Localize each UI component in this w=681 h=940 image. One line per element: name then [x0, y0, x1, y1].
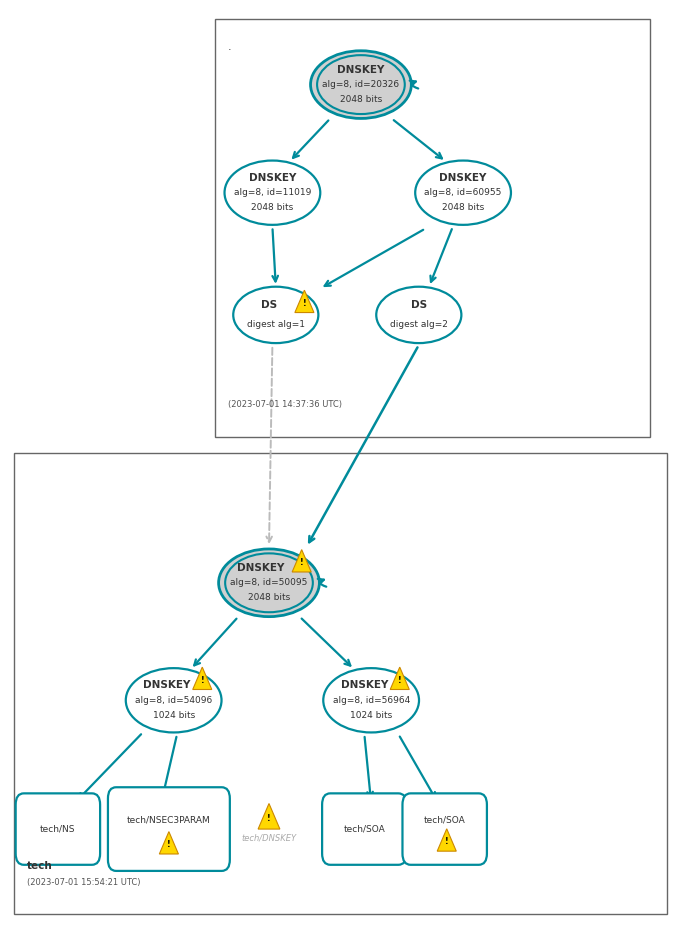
Text: 1024 bits: 1024 bits	[153, 711, 195, 720]
FancyBboxPatch shape	[322, 793, 407, 865]
Text: 2048 bits: 2048 bits	[442, 203, 484, 212]
Text: DNSKEY: DNSKEY	[337, 65, 385, 74]
Ellipse shape	[323, 668, 419, 732]
Polygon shape	[437, 829, 456, 852]
Text: DNSKEY: DNSKEY	[439, 173, 487, 182]
Ellipse shape	[126, 668, 221, 732]
Text: .: .	[228, 42, 232, 53]
Text: alg=8, id=50095: alg=8, id=50095	[230, 578, 308, 588]
Text: !: !	[302, 299, 306, 307]
Text: (2023-07-01 14:37:36 UTC): (2023-07-01 14:37:36 UTC)	[228, 400, 342, 409]
Text: 2048 bits: 2048 bits	[251, 203, 294, 212]
Text: DS: DS	[411, 301, 427, 310]
Text: !: !	[445, 838, 449, 846]
Polygon shape	[159, 832, 178, 854]
Text: DS: DS	[261, 301, 277, 310]
Text: !: !	[398, 676, 402, 684]
Text: alg=8, id=11019: alg=8, id=11019	[234, 188, 311, 197]
Text: 1024 bits: 1024 bits	[350, 711, 392, 720]
Text: !: !	[267, 814, 271, 823]
Ellipse shape	[415, 161, 511, 225]
Text: alg=8, id=54096: alg=8, id=54096	[135, 696, 212, 705]
Text: tech/DNSKEY: tech/DNSKEY	[242, 834, 296, 843]
Polygon shape	[292, 550, 311, 572]
FancyBboxPatch shape	[108, 788, 229, 870]
Text: 2048 bits: 2048 bits	[340, 95, 382, 104]
FancyBboxPatch shape	[14, 453, 667, 914]
Text: tech: tech	[27, 861, 53, 871]
Ellipse shape	[219, 549, 319, 617]
Text: DNSKEY: DNSKEY	[143, 681, 191, 690]
Polygon shape	[258, 804, 280, 829]
Text: alg=8, id=56964: alg=8, id=56964	[332, 696, 410, 705]
Ellipse shape	[225, 161, 320, 225]
Text: tech/SOA: tech/SOA	[343, 824, 385, 834]
Text: DNSKEY: DNSKEY	[237, 563, 285, 572]
Text: 2048 bits: 2048 bits	[248, 593, 290, 603]
FancyBboxPatch shape	[16, 793, 100, 865]
Text: tech/NSEC3PARAM: tech/NSEC3PARAM	[127, 815, 210, 824]
Ellipse shape	[233, 287, 318, 343]
Polygon shape	[295, 290, 314, 312]
Text: !: !	[200, 676, 204, 684]
Text: !: !	[300, 558, 304, 567]
FancyBboxPatch shape	[215, 19, 650, 437]
Text: tech/SOA: tech/SOA	[424, 815, 466, 824]
Text: digest alg=1: digest alg=1	[247, 320, 305, 329]
Text: DNSKEY: DNSKEY	[340, 681, 388, 690]
Text: digest alg=2: digest alg=2	[390, 320, 447, 329]
Polygon shape	[193, 667, 212, 690]
Text: !: !	[167, 840, 171, 849]
FancyBboxPatch shape	[402, 793, 487, 865]
Ellipse shape	[376, 287, 462, 343]
Text: tech/NS: tech/NS	[40, 824, 76, 834]
Polygon shape	[390, 667, 409, 690]
Text: alg=8, id=20326: alg=8, id=20326	[322, 80, 400, 89]
Text: (2023-07-01 15:54:21 UTC): (2023-07-01 15:54:21 UTC)	[27, 878, 141, 887]
Text: alg=8, id=60955: alg=8, id=60955	[424, 188, 502, 197]
Ellipse shape	[311, 51, 411, 118]
Text: DNSKEY: DNSKEY	[249, 173, 296, 182]
